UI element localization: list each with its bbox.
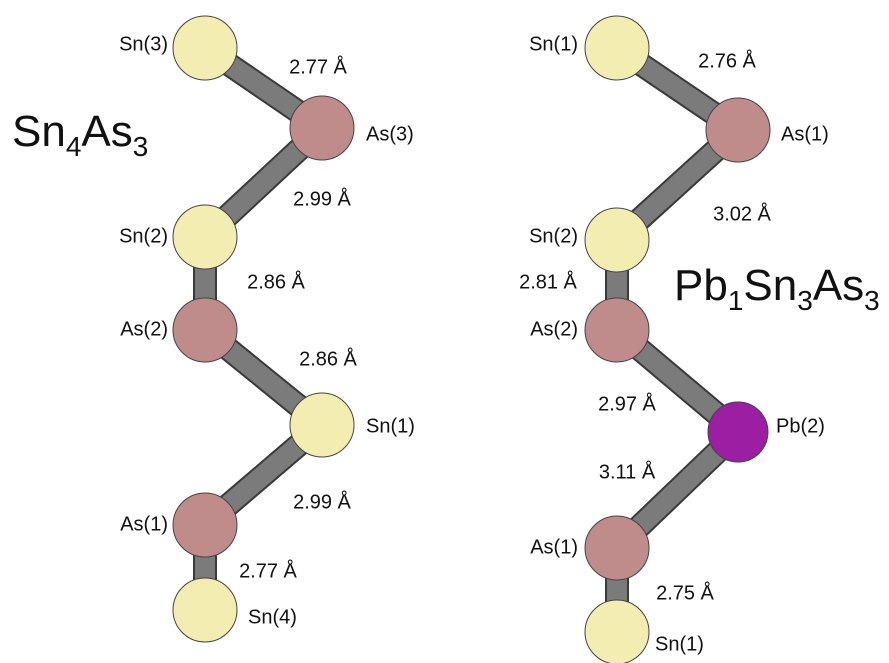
bond-length: 2.77 Å [239, 559, 297, 582]
atom-label: As(3) [366, 123, 414, 145]
diagram: Sn4As32.77 Å2.99 Å2.86 Å2.86 Å2.99 Å2.77… [0, 0, 889, 663]
formula-element: Sn [743, 261, 797, 310]
atom-label: Sn(1) [529, 33, 578, 55]
atom [706, 98, 770, 162]
atom-label: As(1) [120, 513, 168, 535]
atom-label: Sn(3) [119, 33, 168, 55]
atom [173, 298, 237, 362]
formula-subscript: 3 [864, 285, 880, 316]
formula-element: As [81, 107, 132, 156]
atom [173, 578, 237, 642]
atom [585, 600, 649, 663]
atom [585, 16, 649, 80]
formula-element: As [813, 261, 864, 310]
atom-label: Pb(2) [776, 415, 825, 437]
atom [173, 16, 237, 80]
bond-length: 3.11 Å [599, 460, 656, 483]
atom [290, 393, 354, 457]
formula-subscript: 1 [728, 285, 744, 316]
atom-label: As(2) [530, 318, 578, 340]
formula-subscript: 4 [66, 131, 82, 162]
atom-label: As(1) [530, 536, 578, 558]
formula-element: Sn [12, 107, 66, 156]
atom [585, 516, 649, 580]
atom-label: Sn(1) [366, 415, 415, 437]
bond-length: 2.75 Å [656, 581, 714, 604]
atom [585, 298, 649, 362]
atom [290, 96, 354, 160]
bond-length: 2.77 Å [289, 55, 347, 78]
bond-length: 2.99 Å [293, 490, 351, 513]
atom-label: Sn(4) [248, 606, 297, 628]
formula: Sn4As3 [12, 107, 148, 162]
atom-label: As(2) [120, 318, 168, 340]
atom [173, 493, 237, 557]
bond-length: 2.86 Å [299, 347, 357, 370]
atom-label: Sn(2) [529, 225, 578, 247]
atom [585, 208, 649, 272]
bond-length: 2.99 Å [293, 187, 351, 210]
bond-length: 2.76 Å [698, 49, 756, 72]
atom-label: Sn(1) [655, 633, 704, 655]
formula: Pb1Sn3As3 [674, 261, 880, 316]
formula-subscript: 3 [797, 285, 813, 316]
formula-subscript: 3 [133, 131, 149, 162]
formula-element: Pb [674, 261, 728, 310]
bonds [205, 48, 738, 632]
atom-label: Sn(2) [119, 225, 168, 247]
bond-length: 2.81 Å [519, 270, 577, 293]
atom [708, 402, 768, 462]
bond-length: 2.97 Å [598, 392, 656, 415]
atom [173, 205, 237, 269]
atom-label: As(1) [781, 123, 829, 145]
bond-length: 3.02 Å [713, 202, 771, 225]
bond-length: 2.86 Å [247, 270, 305, 293]
